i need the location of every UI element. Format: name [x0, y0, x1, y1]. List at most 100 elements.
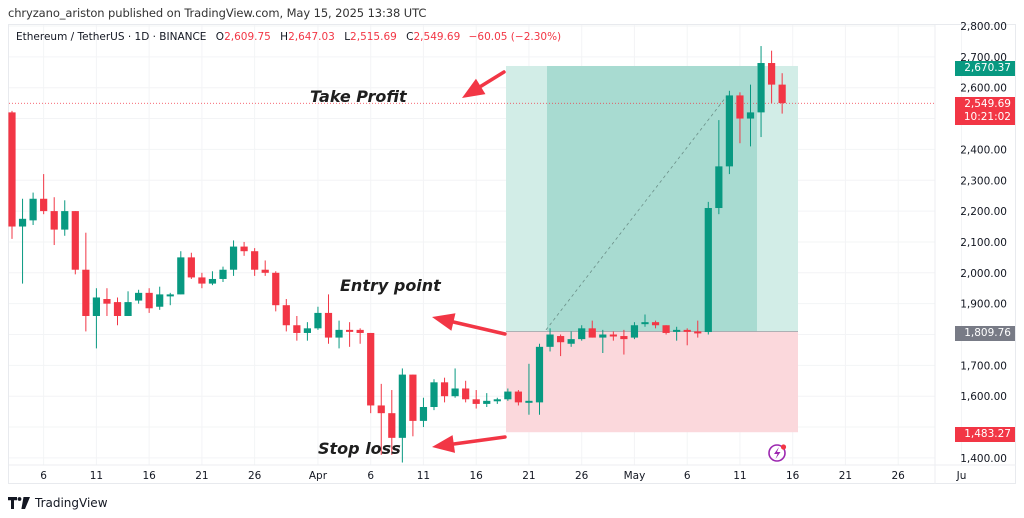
candle-body — [156, 294, 164, 307]
candle-body — [50, 211, 58, 230]
candle-body — [92, 297, 100, 316]
time-axis-label: 21 — [522, 470, 535, 482]
current-price-value: 2,549.69 — [964, 98, 1011, 110]
time-axis-label: Ju — [956, 470, 967, 482]
entry-arrow-head — [432, 313, 456, 331]
tradingview-logo[interactable]: TradingView — [8, 496, 108, 510]
candle-body — [367, 332, 375, 406]
entry-point-label: Entry point — [340, 276, 441, 295]
loss-zone — [506, 331, 798, 433]
candle-body — [187, 257, 195, 278]
candle-body — [778, 84, 786, 104]
price-axis-label: 2,700.00 — [960, 52, 1007, 64]
time-axis-label: 11 — [90, 470, 103, 482]
candle-body — [324, 312, 333, 338]
brand-name: TradingView — [35, 496, 108, 510]
candle-body — [725, 95, 733, 167]
time-axis-label: 26 — [575, 470, 589, 482]
time-axis-label: 26 — [248, 470, 262, 482]
candle-body — [61, 211, 69, 230]
candle-body — [356, 329, 364, 333]
candle-body — [82, 269, 90, 316]
candle-body — [440, 382, 449, 397]
candle-body — [736, 95, 744, 119]
time-axis-label: 26 — [892, 470, 906, 482]
candle-body — [746, 112, 755, 119]
candle-body — [29, 198, 37, 221]
candle-body — [673, 329, 681, 332]
stop-loss-arrow-shaft — [452, 435, 507, 446]
candle-body — [251, 251, 259, 270]
time-axis-label: 11 — [417, 470, 430, 482]
candle-body — [535, 346, 544, 403]
symbol-name: Ethereum / TetherUS · 1D · BINANCE — [16, 31, 207, 43]
high-value: 2,647.03 — [288, 31, 335, 43]
candle-body — [40, 198, 48, 212]
candle-body — [272, 272, 280, 306]
candle-body — [493, 399, 501, 402]
candle-body — [293, 325, 301, 333]
bar-countdown: 10:21:02 — [963, 111, 1011, 123]
candle-body — [240, 246, 248, 252]
candle-body — [641, 322, 649, 325]
candle-body — [472, 399, 480, 404]
candle-body — [388, 413, 396, 438]
candle-body — [567, 339, 575, 344]
time-axis-label: 16 — [470, 470, 484, 482]
position-path-line — [545, 96, 727, 331]
time-axis-label: 6 — [40, 470, 47, 482]
candle-body — [599, 334, 607, 338]
lightning-bolt-icon — [774, 447, 781, 459]
time-axis-label: 21 — [195, 470, 208, 482]
price-axis-label: 2,600.00 — [960, 83, 1007, 95]
candle-body — [557, 336, 565, 343]
candle-body — [525, 400, 533, 403]
candle-body — [630, 325, 639, 338]
candle-body — [504, 391, 512, 400]
candle-body — [578, 328, 586, 340]
candle-body — [135, 292, 143, 301]
candle-body — [546, 334, 554, 347]
candle-body — [704, 208, 712, 333]
open-value: 2,609.75 — [224, 31, 271, 43]
time-axis-label: 11 — [733, 470, 746, 482]
take-profit-label: Take Profit — [310, 87, 407, 106]
candle-body — [208, 278, 217, 284]
time-axis-label: Apr — [309, 470, 328, 482]
price-axis-label: 2,800.00 — [960, 21, 1007, 33]
candle-body — [609, 334, 617, 337]
candle-body — [282, 305, 290, 326]
candle-body — [662, 325, 670, 333]
take-profit-price-tag: 2,670.37 — [955, 61, 1015, 76]
close-value: 2,549.69 — [413, 31, 461, 43]
take-profit-arrow-head — [462, 78, 486, 98]
price-axis-label: 2,200.00 — [960, 206, 1007, 218]
candle-body — [757, 63, 765, 113]
change-value: −60.05 (−2.30%) — [468, 31, 562, 43]
candle-body — [683, 329, 691, 332]
candle-body — [651, 322, 660, 326]
candle-body — [451, 388, 459, 397]
candle-body — [303, 328, 311, 333]
candle-body — [103, 299, 111, 304]
stop-loss-arrow-head — [432, 435, 456, 453]
candle-body — [71, 211, 79, 270]
candle-body — [768, 63, 776, 85]
symbol-legend: Ethereum / TetherUS · 1D · BINANCE O2,60… — [16, 31, 561, 43]
candle-body — [8, 112, 16, 227]
take-profit-arrow-shaft — [478, 70, 506, 89]
candle-body — [145, 292, 153, 309]
close-label: C — [406, 31, 414, 43]
price-axis-label: 1,400.00 — [960, 453, 1007, 465]
candle-body — [430, 382, 438, 407]
current-price-tag: 2,549.69 10:21:02 — [955, 97, 1015, 125]
candle-body — [514, 391, 522, 403]
candle-body — [398, 374, 406, 438]
candle-body — [113, 302, 122, 316]
price-axis-label: 2,400.00 — [960, 144, 1007, 156]
open-label: O — [215, 31, 225, 43]
price-axis-label: 1,600.00 — [960, 391, 1007, 403]
candle-body — [409, 374, 417, 421]
price-axis-label: 1,700.00 — [960, 360, 1007, 372]
